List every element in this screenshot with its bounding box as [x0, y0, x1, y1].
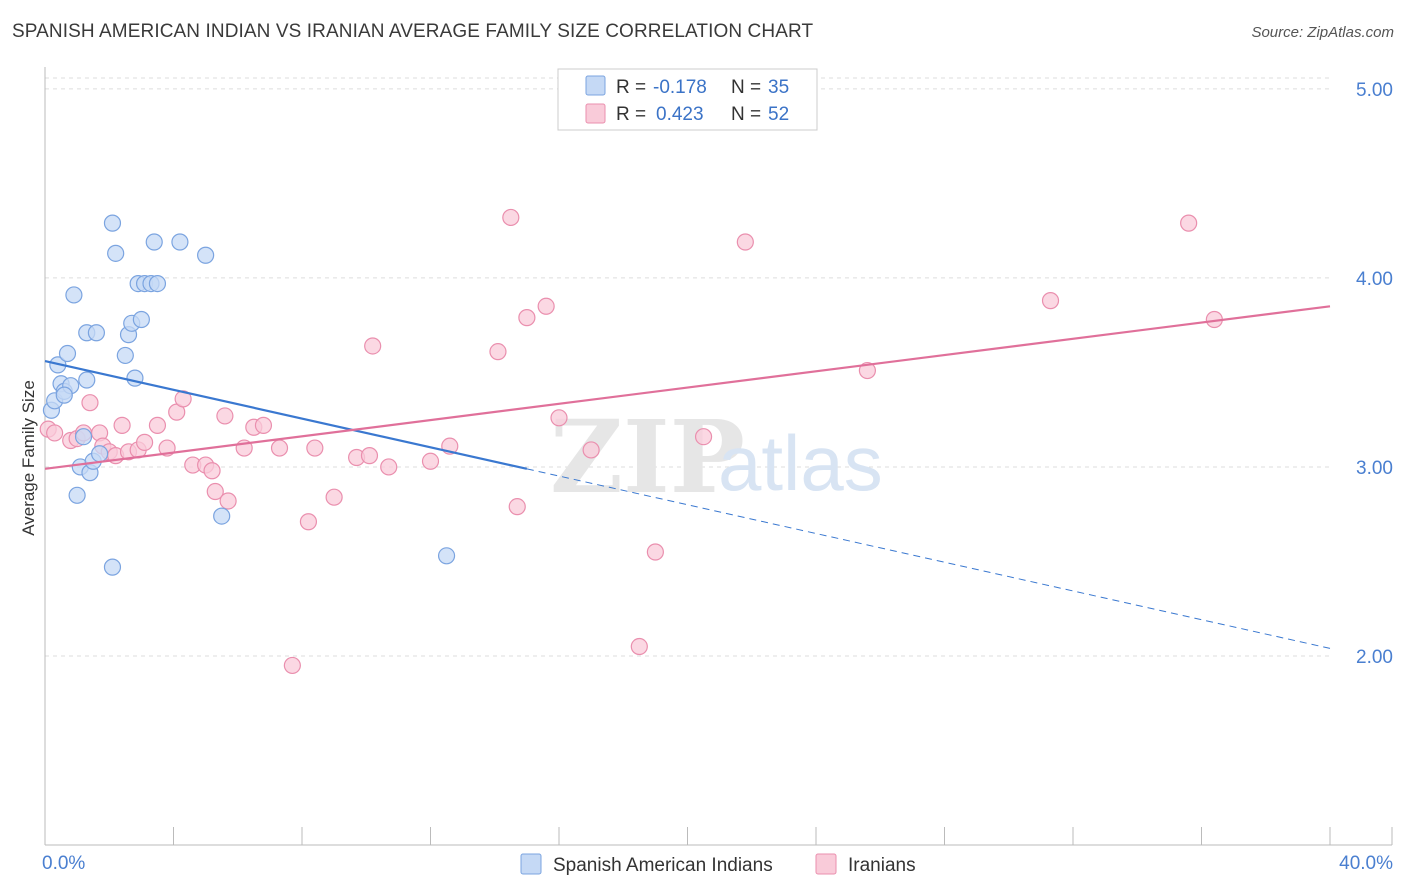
iranians-point-39 — [502, 208, 520, 227]
spanish-point-20 — [116, 346, 134, 365]
iranians-point-10 — [113, 416, 131, 434]
iranians-point-33 — [360, 447, 379, 465]
spanish-point-18 — [103, 214, 122, 232]
spanish-point-19 — [107, 244, 125, 262]
x-tick-label-1: 40.0% — [1339, 853, 1393, 874]
series-label-spanish: Spanish American Indians — [553, 855, 773, 876]
spanish-point-28 — [148, 274, 167, 293]
x-tick-label-0: 0.0% — [42, 853, 85, 874]
legend-swatch-blue — [585, 75, 606, 96]
legend-n-value-1: 35 — [768, 77, 789, 98]
watermark-atlas-text: atlas — [718, 419, 883, 507]
y-axis-title: Average Family Size — [19, 380, 38, 536]
y-tick-label-0: 2.00 — [1356, 647, 1393, 668]
watermark-zip-text: ZIP — [550, 398, 745, 516]
y-tick-labels: 2.00 3.00 4.00 5.00 — [1356, 80, 1393, 668]
spanish-point-7 — [55, 386, 73, 404]
spanish-point-8 — [65, 286, 83, 304]
iranians-point-36 — [421, 452, 440, 470]
spanish-point-25 — [132, 310, 150, 329]
spanish-point-23 — [126, 369, 144, 387]
spanish-american-indians-points — [42, 214, 456, 576]
spanish-trend-line — [44, 360, 528, 470]
iranians-point-1 — [46, 424, 64, 442]
y-tick-label-1: 3.00 — [1356, 458, 1393, 479]
iranians-point-45 — [630, 637, 648, 656]
iranians-point-40 — [508, 498, 526, 516]
y-tick-label-3: 5.00 — [1356, 80, 1393, 101]
legend-n-label-2: N = — [731, 104, 761, 125]
legend-r-label-2: R = — [616, 104, 646, 125]
series-label-iranians: Iranians — [848, 855, 916, 876]
spanish-point-11 — [74, 428, 93, 446]
legend-n-value-2: 52 — [768, 104, 789, 125]
legend-r-label-1: R = — [616, 77, 646, 98]
iranians-point-27 — [270, 439, 289, 457]
iranians-point-23 — [219, 492, 237, 510]
iranians-point-34 — [364, 337, 382, 355]
iranians-points — [39, 208, 1223, 675]
source-credit: Source: ZipAtlas.com — [1251, 24, 1394, 41]
iranians-point-48 — [736, 233, 754, 251]
iranians-point-14 — [148, 416, 167, 434]
axes — [44, 67, 1393, 846]
iranians-point-20 — [203, 462, 221, 480]
watermark: ZIP atlas — [550, 398, 883, 516]
spanish-point-9 — [68, 486, 86, 504]
y-tick-label-2: 4.00 — [1356, 269, 1393, 290]
spanish-point-15 — [87, 324, 106, 342]
trend-lines — [44, 305, 1331, 649]
iranians-point-22 — [216, 407, 234, 425]
iranians-point-6 — [81, 394, 99, 412]
series-swatch-spanish — [520, 853, 542, 875]
spanish-point-34 — [437, 547, 456, 565]
spanish-point-29 — [103, 558, 122, 576]
spanish-point-17 — [78, 371, 96, 389]
spanish-point-31 — [171, 233, 189, 251]
chart-title: SPANISH AMERICAN INDIAN VS IRANIAN AVERA… — [12, 21, 814, 42]
spanish-point-30 — [145, 233, 163, 251]
grid-lines — [45, 77, 1330, 657]
iranians-point-38 — [489, 343, 507, 361]
iranians-point-49 — [858, 361, 877, 380]
legend-r-value-1: -0.178 — [653, 77, 707, 98]
iranians-point-26 — [254, 416, 273, 434]
iranians-point-21 — [206, 482, 224, 501]
iranians-point-29 — [299, 513, 318, 531]
correlation-legend: R = -0.178 N = 35 R = 0.423 N = 52 — [557, 68, 818, 131]
x-tick-labels: 0.0% 40.0% — [42, 853, 1393, 874]
iranians-point-31 — [325, 488, 343, 506]
iranians-point-46 — [646, 543, 664, 561]
iranians-point-30 — [306, 439, 324, 457]
series-swatch-iranians — [815, 853, 837, 875]
iranians-trend-line — [44, 305, 1331, 470]
iranians-point-41 — [518, 309, 536, 327]
spanish-point-16 — [91, 445, 109, 463]
legend-r-value-2: 0.423 — [656, 104, 704, 125]
iranians-point-35 — [380, 458, 398, 476]
spanish-point-33 — [213, 507, 231, 525]
iranians-point-50 — [1041, 292, 1060, 310]
iranians-point-42 — [537, 297, 555, 315]
iranians-point-47 — [694, 428, 713, 446]
iranians-point-44 — [582, 441, 600, 459]
spanish-point-5 — [58, 344, 77, 363]
legend-swatch-pink — [585, 103, 606, 124]
series-legend: Spanish American Indians Iranians — [520, 853, 916, 876]
iranians-point-51 — [1180, 214, 1198, 232]
iranians-point-43 — [550, 409, 568, 427]
spanish-point-32 — [197, 246, 215, 264]
iranians-point-28 — [283, 656, 301, 675]
iranians-point-13 — [135, 433, 154, 451]
spanish-trend-extension — [526, 468, 1331, 649]
legend-n-label-1: N = — [731, 77, 761, 98]
